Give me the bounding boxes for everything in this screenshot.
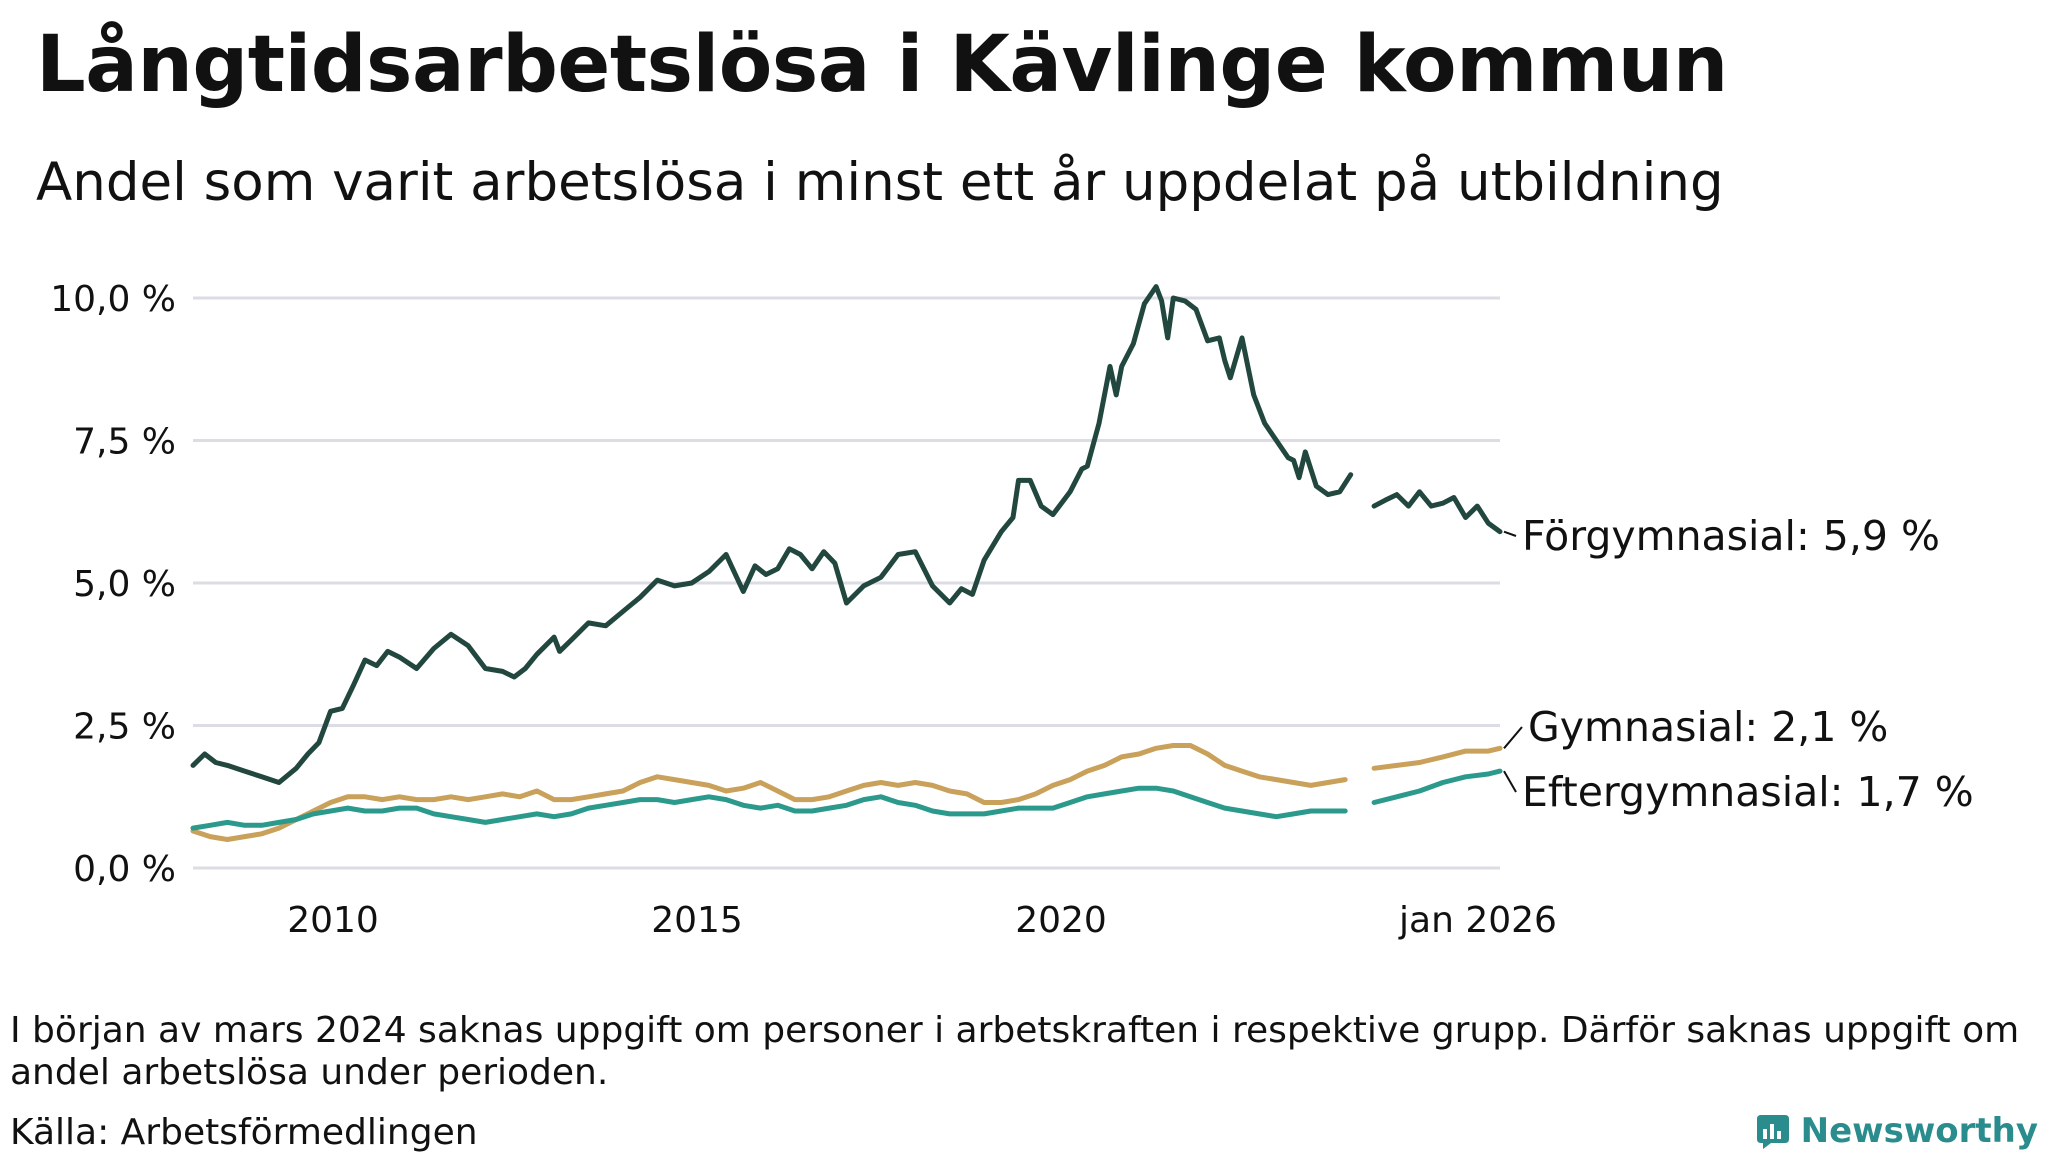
y-tick-label: 2,5 %: [73, 707, 176, 748]
series-line-gymnasial: [1371, 745, 1503, 771]
series-labels: Förgymnasial: 5,9 % Gymnasial: 2,1 % Efter…: [1503, 512, 1974, 816]
y-tick-label: 5,0 %: [73, 564, 176, 605]
y-tick-label: 10,0 %: [50, 279, 176, 320]
line-chart: 0,0 % 2,5 % 5,0 % 7,5 % 10,0 % 2010 2015 2020 j…: [50, 279, 1974, 941]
x-tick-label: jan 2026: [1398, 900, 1557, 941]
series-label-förgymnasial: Förgymnasial: 5,9 %: [1522, 512, 1940, 560]
series-lines: [190, 284, 1503, 842]
series-label-gymnasial: Gymnasial: 2,1 %: [1528, 703, 1888, 751]
x-tick-label: 2020: [1015, 900, 1107, 941]
x-tick-label: 2010: [287, 900, 379, 941]
brand-name: Newsworthy: [1800, 1111, 2038, 1151]
chart-title: Långtidsarbetslösa i Kävlinge kommun: [36, 20, 1728, 110]
label-leader: [1503, 770, 1517, 793]
series-line-förgymnasial: [1371, 489, 1503, 535]
series-line-eftergymnasial: [1371, 768, 1503, 805]
series-line-förgymnasial: [190, 284, 1354, 785]
brand-logo: Newsworthy: [1753, 1110, 2038, 1152]
footnote: I början av mars 2024 saknas uppgift om …: [10, 1010, 2020, 1093]
source-credit: Källa: Arbetsförmedlingen: [10, 1112, 478, 1153]
series-line-eftergymnasial: [190, 785, 1348, 831]
series-label-eftergymnasial: Eftergymnasial: 1,7 %: [1522, 768, 1974, 816]
x-tick-label: 2015: [651, 900, 743, 941]
newsworthy-logo-icon: [1756, 1115, 1789, 1149]
y-axis: 0,0 % 2,5 % 5,0 % 7,5 % 10,0 %: [50, 279, 176, 890]
y-tick-label: 0,0 %: [73, 849, 176, 890]
x-axis: 2010 2015 2020 jan 2026: [287, 900, 1557, 941]
gridlines: [193, 296, 1500, 870]
label-leader: [1503, 530, 1517, 537]
label-leader: [1503, 726, 1523, 749]
series-line-gymnasial: [190, 743, 1348, 842]
y-tick-label: 7,5 %: [73, 422, 176, 463]
chart-subtitle: Andel som varit arbetslösa i minst ett å…: [36, 152, 1724, 213]
